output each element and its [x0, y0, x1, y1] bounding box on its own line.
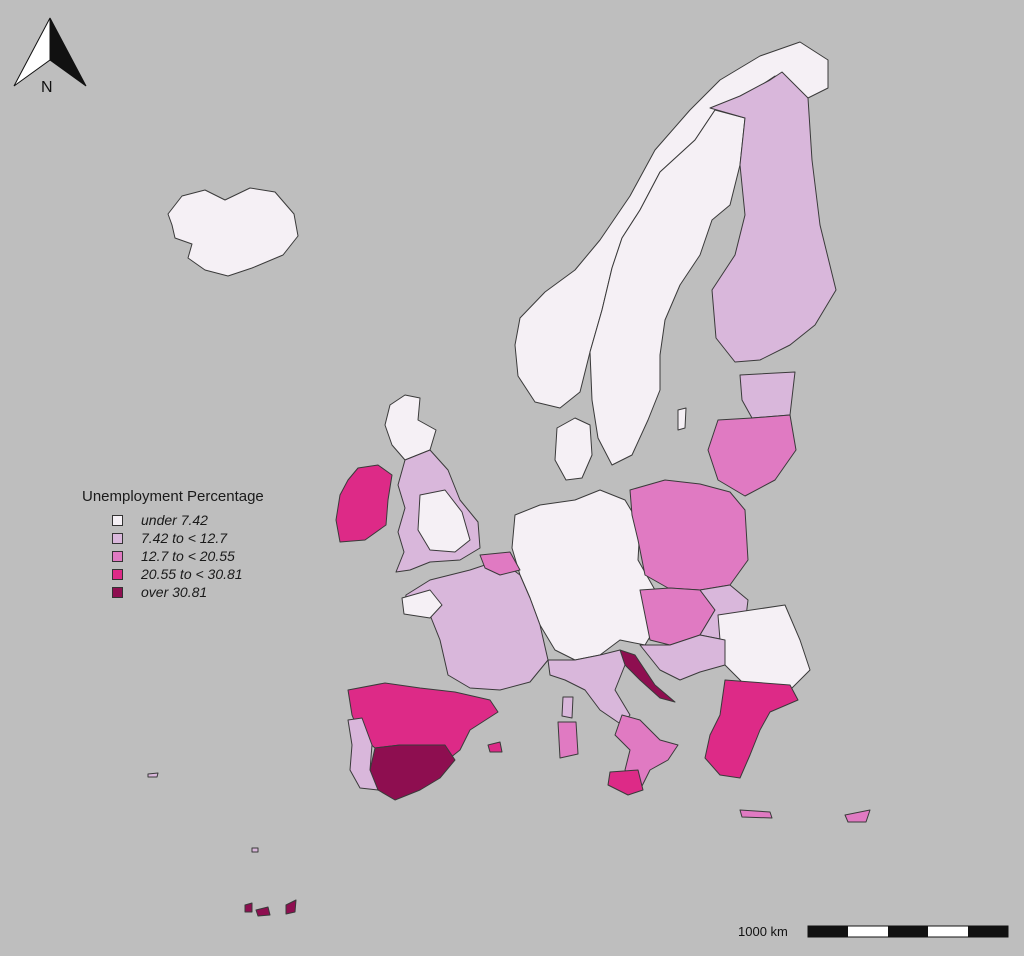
- region-baltics: [707, 414, 797, 497]
- north-arrow-label: N: [41, 79, 53, 96]
- legend-item: 20.55 to < 30.81: [112, 565, 264, 583]
- legend-item: over 30.81: [112, 583, 264, 601]
- legend-title: Unemployment Percentage: [82, 488, 264, 505]
- region-spain-south: [369, 744, 456, 801]
- legend: Unemployment Percentage under 7.42 7.42 …: [82, 488, 264, 601]
- region-estonia: [739, 371, 796, 419]
- region-gotland: [677, 407, 687, 431]
- region-greece: [704, 679, 799, 779]
- north-arrow-icon: [13, 17, 87, 87]
- region-crete: [739, 809, 773, 819]
- legend-item: 7.42 to < 12.7: [112, 529, 264, 547]
- region-poland: [629, 479, 749, 591]
- region-ireland: [335, 464, 393, 543]
- region-sardinia: [557, 721, 579, 759]
- region-brittany: [401, 589, 443, 619]
- region-bulgaria: [717, 604, 811, 691]
- legend-label: over 30.81: [141, 584, 208, 600]
- legend-swatch: [112, 514, 123, 526]
- legend-swatch: [112, 568, 123, 580]
- region-scotland: [384, 394, 437, 461]
- legend-label: 20.55 to < 30.81: [141, 566, 243, 582]
- region-cyprus: [844, 809, 871, 823]
- legend-label: 12.7 to < 20.55: [141, 548, 235, 564]
- region-corsica: [561, 696, 574, 719]
- region-portugal: [347, 717, 379, 791]
- scale-bar-label: 1000 km: [738, 924, 788, 939]
- legend-label: under 7.42: [141, 512, 208, 528]
- region-azores: [147, 772, 159, 778]
- region-finland: [709, 71, 837, 363]
- legend-swatch: [112, 586, 123, 598]
- region-uk-south: [417, 489, 471, 553]
- region-sicily: [607, 769, 644, 796]
- region-canary-islands: [244, 899, 297, 917]
- region-balkans: [639, 634, 726, 681]
- region-italy-north: [547, 649, 631, 726]
- scale-bar: [807, 925, 1009, 938]
- legend-label: 7.42 to < 12.7: [141, 530, 228, 546]
- region-belgium: [479, 551, 521, 576]
- region-sweden: [589, 109, 746, 466]
- region-denmark: [554, 417, 593, 481]
- region-croatia: [619, 649, 676, 703]
- region-iceland: [167, 187, 299, 277]
- legend-item: 12.7 to < 20.55: [112, 547, 264, 565]
- legend-item: under 7.42: [112, 511, 264, 529]
- region-madeira: [251, 847, 259, 853]
- legend-swatch: [112, 550, 123, 562]
- region-balearic: [487, 741, 503, 753]
- legend-swatch: [112, 532, 123, 544]
